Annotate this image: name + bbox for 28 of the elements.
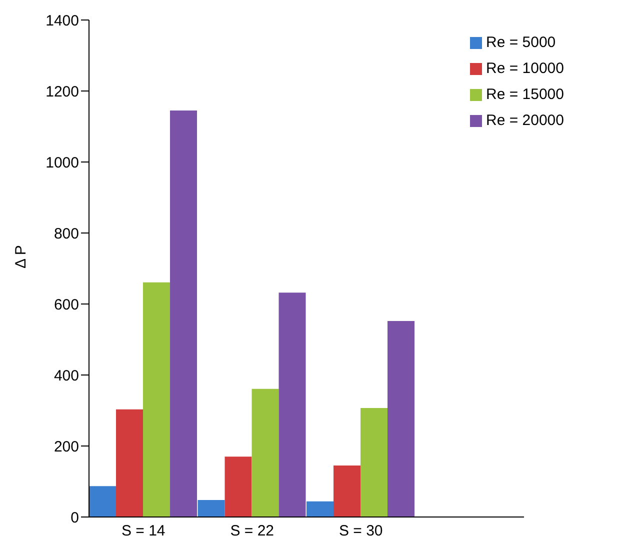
bar [388, 321, 415, 517]
bar [143, 282, 170, 517]
bar [224, 456, 252, 517]
bar [334, 466, 361, 517]
legend-label: Re = 20000 [486, 112, 564, 129]
y-tick-label: 1400 [46, 12, 79, 30]
x-tick-label: S = 14 [121, 522, 166, 540]
y-tick-label: 1000 [46, 154, 79, 172]
bar [360, 408, 388, 517]
y-axis-title: Δ P [12, 245, 30, 268]
legend-label: Re = 5000 [486, 34, 556, 51]
bar [89, 486, 116, 517]
bar [278, 292, 306, 517]
y-tick-label: 600 [54, 296, 79, 314]
y-tick-label: 400 [54, 367, 79, 384]
bar [116, 409, 143, 517]
legend-label: Re = 10000 [486, 60, 564, 77]
bar [170, 110, 197, 517]
x-tick-label: S = 30 [338, 522, 383, 540]
y-tick-label: 1200 [46, 83, 79, 100]
y-tick-label: 800 [54, 225, 79, 242]
bar [198, 500, 225, 517]
y-tick-label: 0 [70, 509, 79, 526]
legend-label: Re = 15000 [486, 86, 564, 103]
bar [252, 388, 279, 517]
y-tick-label: 200 [54, 438, 79, 456]
bar [306, 501, 334, 517]
x-tick-label: S = 22 [230, 522, 274, 540]
